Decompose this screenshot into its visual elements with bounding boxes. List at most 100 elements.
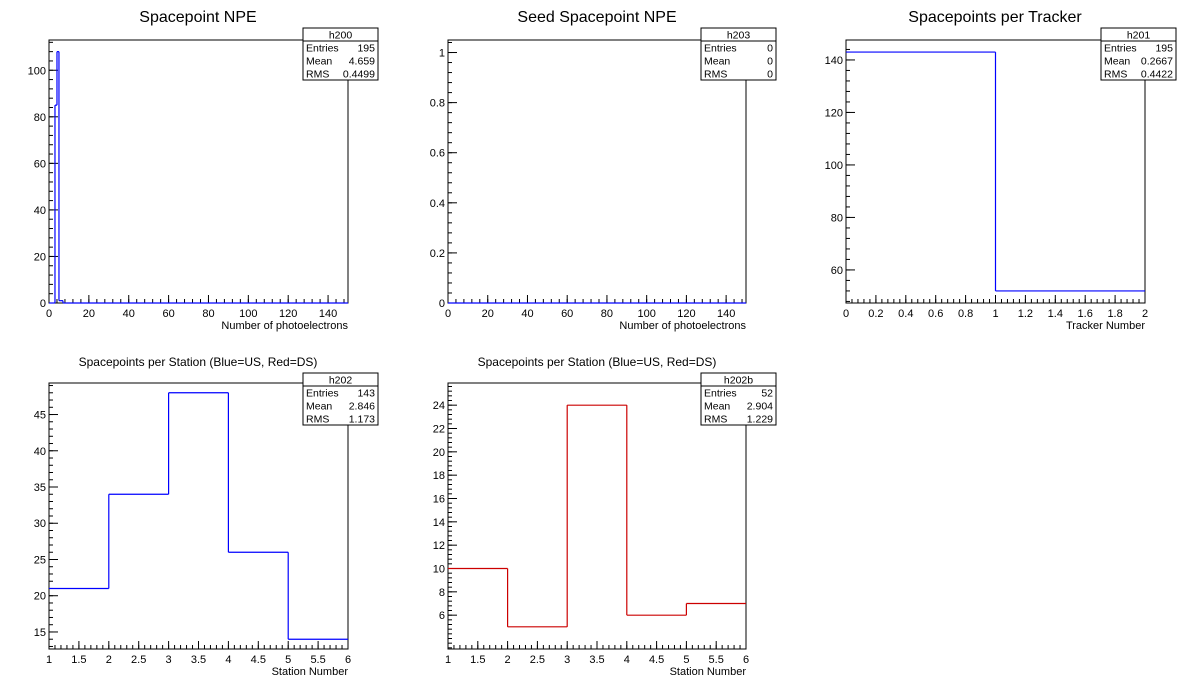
x-tick-label: 2: [106, 654, 112, 666]
stats-box-name: h201: [1127, 30, 1151, 42]
x-tick-label: 6: [345, 654, 351, 666]
stats-value-mean: 0.2667: [1141, 56, 1173, 68]
x-tick-label: 140: [717, 308, 735, 320]
stats-label-entries: Entries: [306, 388, 339, 400]
x-tick-label: 40: [123, 308, 135, 320]
x-tick-label: 4: [225, 654, 231, 666]
y-tick-label: 35: [34, 482, 46, 494]
x-tick-label: 5.5: [709, 654, 724, 666]
y-tick-label: 20: [34, 251, 46, 263]
y-tick-label: 0.6: [430, 148, 445, 160]
stats-label-mean: Mean: [704, 56, 730, 68]
stats-value-rms: 1.173: [349, 414, 375, 426]
y-tick-label: 16: [433, 494, 445, 506]
stats-box-name: h200: [329, 30, 353, 42]
y-tick-label: 80: [831, 212, 843, 224]
y-tick-label: 60: [34, 158, 46, 170]
x-tick-label: 80: [601, 308, 613, 320]
y-tick-label: 0.4: [430, 198, 445, 210]
stats-box-frame: [700, 27, 777, 81]
stats-label-rms: RMS: [306, 414, 329, 426]
x-tick-label: 4.5: [251, 654, 266, 666]
chart-title: Seed Spacepoint NPE: [517, 9, 676, 26]
x-tick-label: 40: [521, 308, 533, 320]
y-tick-label: 6: [439, 610, 445, 622]
chart-title: Spacepoints per Station (Blue=US, Red=DS…: [79, 355, 318, 369]
y-tick-label: 0.2: [430, 248, 445, 260]
x-tick-label: 4.5: [649, 654, 664, 666]
x-tick-label: 3.5: [191, 654, 206, 666]
stats-box-frame: [302, 372, 379, 426]
stats-value-mean: 4.659: [349, 56, 375, 68]
y-tick-label: 40: [34, 205, 46, 217]
stats-box-frame: [302, 27, 379, 81]
histogram-panel-h200: Spacepoint NPE 0 20 40 60 80 100 120 140 0 20 40 60 8…: [28, 9, 379, 332]
y-tick-label: 22: [433, 424, 445, 436]
histogram-bins: [49, 392, 348, 640]
stats-box-name: h202: [329, 375, 353, 387]
x-tick-label: 0: [46, 308, 52, 320]
stats-value-mean: 0: [767, 56, 773, 68]
x-tick-label: 20: [83, 308, 95, 320]
x-tick-label: 1.8: [1107, 308, 1122, 320]
x-tick-label: 1.4: [1048, 308, 1063, 320]
x-tick-label: 60: [162, 308, 174, 320]
x-tick-label: 6: [743, 654, 749, 666]
x-axis-label: Station Number: [272, 666, 349, 678]
x-tick-label: 1.5: [71, 654, 86, 666]
y-tick-label: 10: [433, 564, 445, 576]
stats-value-entries: 143: [357, 388, 375, 400]
y-tick-label: 1: [439, 48, 445, 60]
x-tick-label: 2.5: [131, 654, 146, 666]
stats-label-mean: Mean: [306, 56, 332, 68]
x-tick-label: 20: [482, 308, 494, 320]
stats-label-entries: Entries: [306, 43, 339, 55]
stats-label-rms: RMS: [306, 69, 329, 81]
x-tick-label: 4: [624, 654, 630, 666]
chart-title: Spacepoint NPE: [139, 9, 256, 26]
stats-value-rms: 0.4499: [343, 69, 375, 81]
y-tick-label: 14: [433, 517, 445, 529]
y-tick-label: 140: [825, 55, 843, 67]
y-tick-label: 15: [34, 627, 46, 639]
x-tick-label: 0.2: [868, 308, 883, 320]
x-tick-label: 1.5: [470, 654, 485, 666]
x-tick-label: 3: [564, 654, 570, 666]
x-axis-label: Number of photoelectrons: [619, 320, 746, 332]
y-tick-label: 40: [34, 446, 46, 458]
stats-value-entries: 0: [767, 43, 773, 55]
x-tick-label: 1: [46, 654, 52, 666]
y-tick-label: 24: [433, 400, 445, 412]
x-tick-label: 80: [202, 308, 214, 320]
x-tick-label: 0: [445, 308, 451, 320]
x-tick-label: 60: [561, 308, 573, 320]
y-tick-label: 45: [34, 410, 46, 422]
x-tick-label: 3.5: [589, 654, 604, 666]
y-tick-label: 0: [439, 298, 445, 310]
stats-label-mean: Mean: [1104, 56, 1130, 68]
y-tick-label: 80: [34, 112, 46, 124]
y-tick-label: 120: [825, 107, 843, 119]
stats-label-rms: RMS: [1104, 69, 1127, 81]
y-tick-label: 18: [433, 470, 445, 482]
x-tick-label: 1.6: [1078, 308, 1093, 320]
stats-label-entries: Entries: [1104, 43, 1137, 55]
x-tick-label: 100: [637, 308, 655, 320]
y-tick-label: 12: [433, 540, 445, 552]
y-tick-label: 0.8: [430, 98, 445, 110]
y-tick-label: 60: [831, 265, 843, 277]
x-tick-label: 0.8: [958, 308, 973, 320]
stats-label-entries: Entries: [704, 388, 737, 400]
x-tick-label: 1: [992, 308, 998, 320]
histogram-bins: [49, 51, 348, 304]
stats-value-mean: 2.904: [747, 401, 773, 413]
x-tick-label: 5: [285, 654, 291, 666]
stats-box-name: h202b: [724, 375, 753, 387]
x-tick-label: 0.4: [898, 308, 913, 320]
